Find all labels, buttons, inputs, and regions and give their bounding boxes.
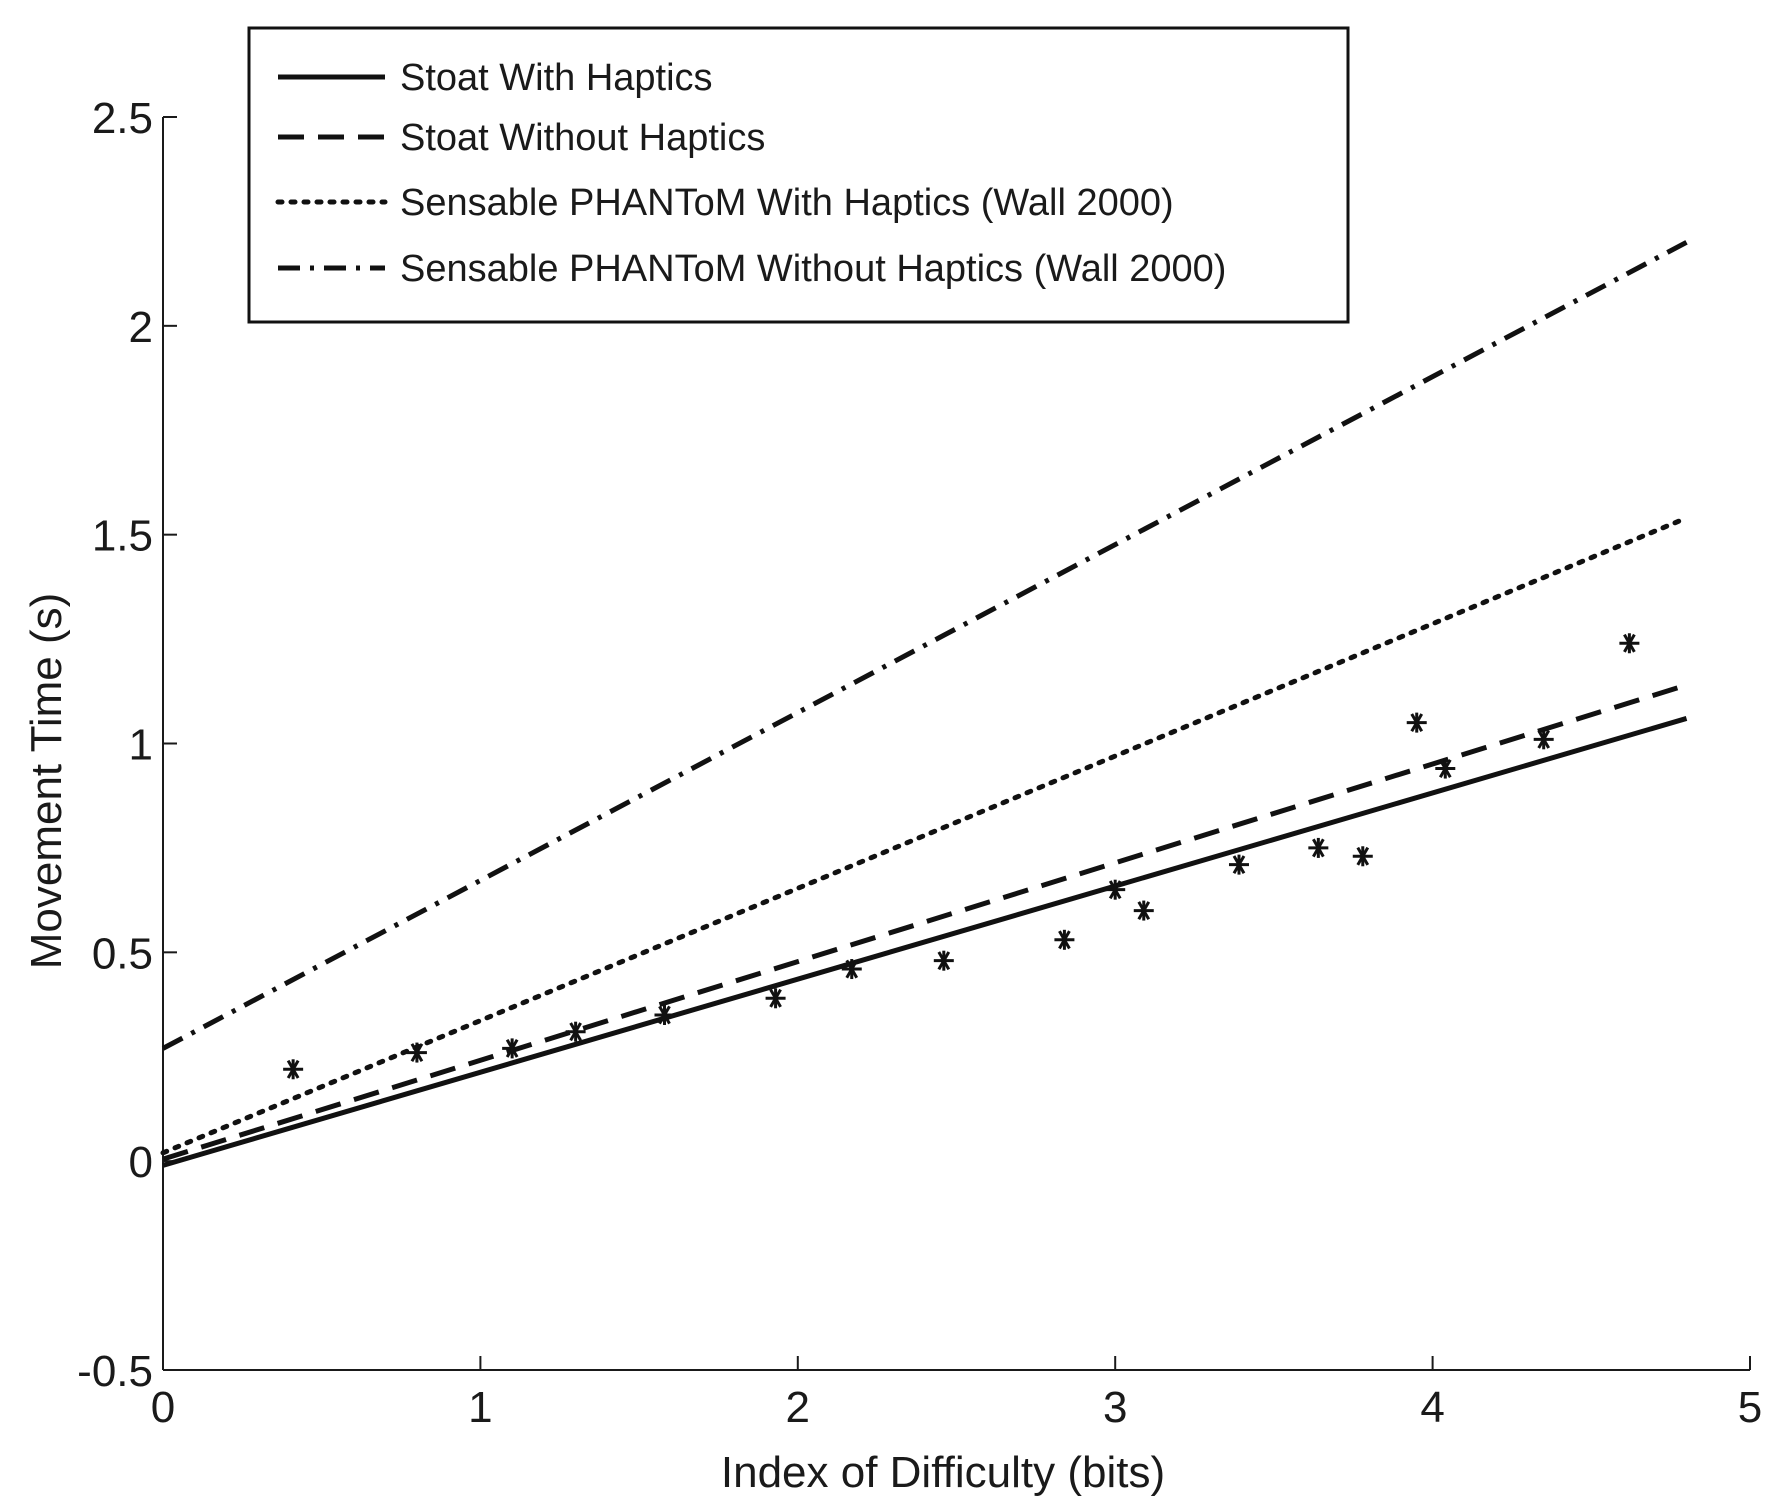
legend: Stoat With Haptics Stoat Without Haptics S…	[247, 26, 1350, 324]
scatter-point	[654, 1004, 675, 1025]
y-tick-label: 0	[129, 1138, 153, 1187]
scatter-point	[1533, 729, 1554, 750]
scatter-point	[502, 1038, 523, 1059]
legend-label: Sensable PHANToM With Haptics (Wall 2000…	[400, 182, 1174, 224]
scatter-point	[1352, 846, 1373, 867]
scatter-point	[1619, 633, 1640, 654]
y-tick-label: -0.5	[77, 1347, 153, 1396]
scatter-point	[1133, 900, 1154, 921]
y-axis-label: Movement Time (s)	[22, 593, 71, 970]
scatter-point	[1228, 854, 1249, 875]
x-tick-label: 3	[1103, 1383, 1127, 1432]
scatter-point	[1054, 929, 1075, 950]
y-tick-label: 2	[129, 303, 153, 352]
scatter-point	[841, 959, 862, 980]
scatter-point	[933, 950, 954, 971]
x-axis-label: Index of Difficulty (bits)	[721, 1448, 1165, 1497]
axes: 0 1 2 3 4 5-0.500.511.522.5	[77, 94, 1762, 1432]
y-tick-label: 2.5	[92, 94, 153, 143]
y-tick-label: 1.5	[92, 512, 153, 561]
y-tick-label: 1	[129, 721, 153, 770]
legend-label: Stoat Without Haptics	[400, 117, 765, 159]
x-tick-label: 1	[468, 1383, 492, 1432]
x-tick-label: 4	[1420, 1383, 1444, 1432]
legend-box	[247, 26, 1350, 324]
scatter-point	[406, 1042, 427, 1063]
legend-label: Stoat With Haptics	[400, 57, 713, 99]
x-tick-label: 5	[1738, 1383, 1762, 1432]
scatter-point	[1308, 837, 1329, 858]
series-line-dashdot	[161, 240, 1688, 1051]
scatter-point	[1435, 758, 1456, 779]
scatter-point	[283, 1059, 304, 1080]
scatter-point	[765, 988, 786, 1009]
scatter-point	[565, 1021, 586, 1042]
x-tick-label: 2	[786, 1383, 810, 1432]
scatter-point	[1406, 712, 1427, 733]
scatter-points	[283, 633, 1640, 1080]
series-line-dashed	[162, 682, 1688, 1162]
scatter-point	[1105, 879, 1126, 900]
series-line-solid	[162, 716, 1688, 1168]
y-tick-label: 0.5	[92, 929, 153, 978]
legend-label: Sensable PHANToM Without Haptics (Wall 2…	[400, 248, 1226, 290]
x-tick-label: 0	[151, 1383, 175, 1432]
